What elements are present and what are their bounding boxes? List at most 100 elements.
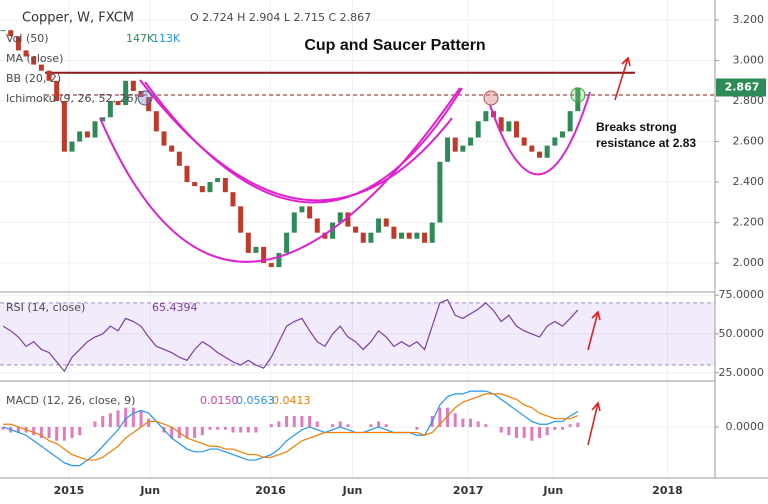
candle	[337, 212, 343, 223]
rsi-line	[2, 299, 579, 373]
macd-histogram-bar	[70, 426, 74, 439]
x-tick-label: 2018	[652, 484, 683, 497]
macd-histogram-bar	[101, 415, 105, 427]
candle	[192, 182, 198, 187]
x-tick-label: Jun	[342, 484, 363, 497]
macd-histogram-bar	[246, 426, 250, 433]
y-tick-label: 25.0000	[719, 366, 765, 379]
candle	[77, 131, 83, 142]
candle	[54, 80, 60, 102]
candle	[353, 226, 359, 233]
macd-histogram-bar	[1, 426, 5, 430]
candle	[184, 165, 190, 183]
macd-histogram-bar	[208, 426, 212, 430]
annotation: resistance at 2.83	[596, 136, 696, 150]
macd-histogram-bar	[461, 418, 465, 427]
rsi-band	[0, 302, 715, 366]
volume-label: 147K	[126, 32, 155, 45]
candle	[46, 70, 52, 81]
candle	[245, 232, 251, 253]
macd-histogram-bar	[292, 415, 296, 427]
candle	[15, 36, 21, 51]
macd-histogram-bar	[16, 426, 20, 433]
y-tick-label: 75.0000	[719, 288, 765, 301]
candle	[506, 121, 512, 132]
candle	[38, 64, 44, 71]
candle	[230, 192, 236, 207]
macd-histogram-bar	[277, 421, 281, 427]
candle	[360, 232, 366, 243]
annotation: Breaks strong	[596, 120, 677, 134]
candle	[322, 232, 328, 239]
last-price-label: 2.867	[725, 80, 760, 93]
candle	[437, 161, 443, 223]
macd-histogram-bar	[193, 426, 197, 439]
candle	[475, 121, 481, 138]
macd-histogram-bar	[515, 426, 519, 439]
candle	[92, 121, 98, 138]
candle	[153, 111, 159, 132]
y-tick-label: 2.000	[733, 256, 765, 269]
candle	[460, 145, 466, 152]
candle	[376, 218, 382, 233]
macd-histogram-bar	[469, 418, 473, 427]
y-tick-label: 2.400	[733, 175, 765, 188]
candle	[23, 50, 29, 57]
candle	[199, 186, 205, 193]
x-tick-label: Jun	[139, 484, 160, 497]
candle	[8, 30, 14, 37]
indicator-label: MA (close)	[6, 52, 63, 65]
macd-histogram-bar	[315, 421, 319, 427]
macd-histogram-bar	[377, 421, 381, 427]
macd-histogram-bar	[346, 424, 350, 427]
candle	[345, 212, 351, 227]
macd-histogram-bar	[576, 422, 580, 427]
candle	[414, 232, 420, 239]
indicator-label: BB (20, 2)	[6, 72, 61, 85]
candle	[61, 101, 67, 152]
candle	[391, 226, 397, 239]
macd-histogram-bar	[530, 426, 534, 441]
macd-histogram-bar	[308, 415, 312, 427]
candle	[276, 252, 282, 268]
x-tick-label: 2015	[54, 484, 85, 497]
candle	[422, 232, 428, 243]
macd-value: 0.0563	[236, 394, 275, 407]
macd-histogram-bar	[300, 415, 304, 427]
y-tick-label: 2.800	[733, 94, 765, 107]
macd-histogram-bar	[560, 426, 564, 430]
candle	[521, 137, 527, 146]
candle	[468, 137, 474, 146]
macd-line	[2, 390, 579, 467]
candle	[84, 131, 90, 138]
candle	[567, 111, 573, 132]
macd-histogram-bar	[108, 413, 112, 427]
candle	[575, 87, 581, 112]
indicator-label: Vol (50)	[6, 32, 49, 45]
candle	[291, 212, 297, 233]
macd-histogram-bar	[331, 424, 335, 427]
y-tick-label: 3.200	[733, 13, 765, 26]
candle	[31, 56, 37, 65]
marker	[483, 90, 499, 106]
candle	[238, 206, 244, 233]
macd-value: 0.0150	[200, 394, 239, 407]
macd-histogram-bar	[55, 426, 59, 441]
macd-histogram-bar	[338, 421, 342, 427]
macd-histogram-bar	[545, 426, 549, 436]
macd-title: MACD (12, 26, close, 9)	[6, 394, 135, 407]
annotation: Cup and Saucer Pattern	[304, 37, 485, 54]
macd-histogram-bar	[216, 426, 220, 430]
rsi-value: 65.4394	[152, 301, 198, 314]
candle	[399, 232, 405, 239]
macd-histogram-bar	[239, 426, 243, 433]
arrows	[587, 56, 631, 446]
candle	[483, 111, 489, 122]
candle	[498, 117, 504, 132]
macd-histogram-bar	[285, 415, 289, 427]
macd-line	[3, 393, 579, 461]
candle	[299, 206, 305, 213]
candle	[138, 90, 144, 97]
candle	[307, 206, 313, 219]
